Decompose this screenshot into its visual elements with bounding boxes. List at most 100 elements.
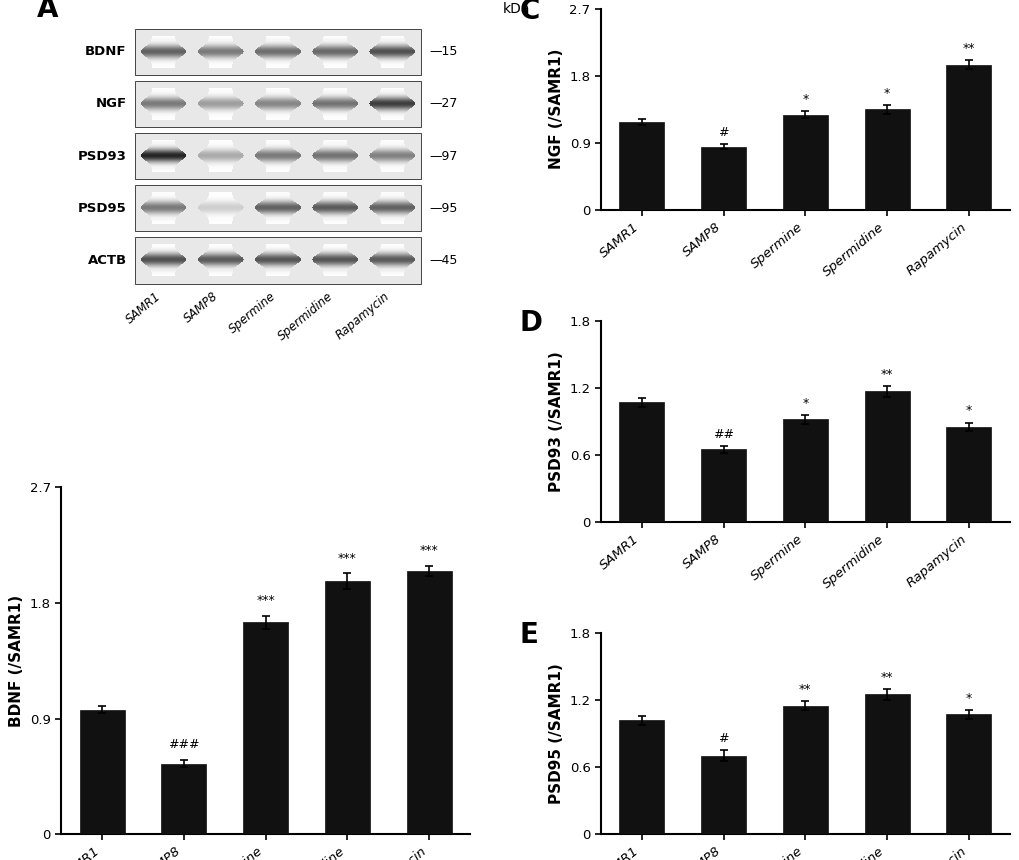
Bar [152,220,175,222]
Bar [369,206,415,207]
Bar [198,260,244,261]
Bar [204,57,237,58]
Text: #: # [717,732,729,746]
Bar [143,48,184,49]
Bar [378,111,407,113]
Bar [320,110,351,111]
Bar [151,165,176,167]
Bar [266,115,289,116]
Bar [380,168,404,169]
Bar [380,248,405,249]
Bar [209,37,232,39]
Bar [318,109,352,110]
Bar [209,89,232,90]
Bar [147,200,179,202]
Bar [380,118,404,119]
Bar [380,223,404,224]
Bar [378,163,407,164]
Text: *: * [802,396,808,409]
Bar [323,219,346,220]
Bar [263,44,292,45]
Bar [257,100,299,101]
Bar [371,158,413,159]
Bar [142,157,185,158]
Text: Spermine: Spermine [226,290,277,336]
Bar [207,41,233,43]
Bar [314,152,356,153]
Text: BDNF: BDNF [85,46,126,58]
Bar [146,264,181,265]
Bar [208,195,232,197]
Bar [208,271,232,272]
Bar [312,154,358,155]
Bar [209,194,232,195]
Bar [151,40,176,41]
Bar [314,106,356,108]
Bar [152,89,175,90]
Bar [379,94,406,95]
Bar [264,94,290,95]
Bar [312,104,358,105]
Bar [152,119,175,120]
Bar [207,94,233,95]
Bar [313,101,357,102]
Bar [370,105,414,106]
Bar [379,61,405,63]
Bar [266,274,289,276]
Bar [323,89,346,90]
Bar [946,64,990,210]
Text: PSD93: PSD93 [77,150,126,163]
Bar [150,198,176,199]
Bar [700,450,745,522]
Bar [205,252,235,253]
Bar [261,161,294,163]
Bar [204,96,237,98]
Bar [260,212,296,213]
Text: SAMP8: SAMP8 [181,290,220,325]
Bar [380,119,404,120]
Text: **: ** [962,42,974,55]
Bar [323,140,346,141]
Bar [321,251,348,252]
Bar [264,251,291,252]
Bar [380,114,405,115]
Bar [255,258,301,259]
Bar [209,90,232,91]
Bar [369,208,415,209]
Bar [261,149,294,150]
Bar [379,113,406,114]
Bar [318,253,352,254]
Bar [864,109,909,210]
Bar [151,197,176,198]
Bar [149,43,177,44]
Bar [380,273,404,274]
Bar [323,167,347,168]
Bar [266,37,289,39]
Bar [370,261,414,262]
Bar [208,91,232,93]
Bar [208,197,233,198]
Bar [204,253,237,254]
Bar [369,154,415,155]
Bar [323,168,346,169]
Bar [266,143,289,144]
Bar [151,63,175,64]
Bar [258,55,298,56]
Bar [199,209,243,210]
Bar [322,41,348,43]
Bar [142,209,185,210]
Bar [380,247,404,248]
Bar [255,51,301,52]
Bar [323,244,346,245]
Bar [264,267,291,268]
Bar [266,118,289,119]
Bar [322,61,347,63]
Bar [152,90,175,91]
Bar [143,100,184,101]
Text: ***: *** [337,552,357,565]
Bar [312,102,358,103]
Bar [152,244,175,245]
Bar [369,259,415,260]
Bar [152,222,175,223]
Text: NGF: NGF [96,97,126,110]
